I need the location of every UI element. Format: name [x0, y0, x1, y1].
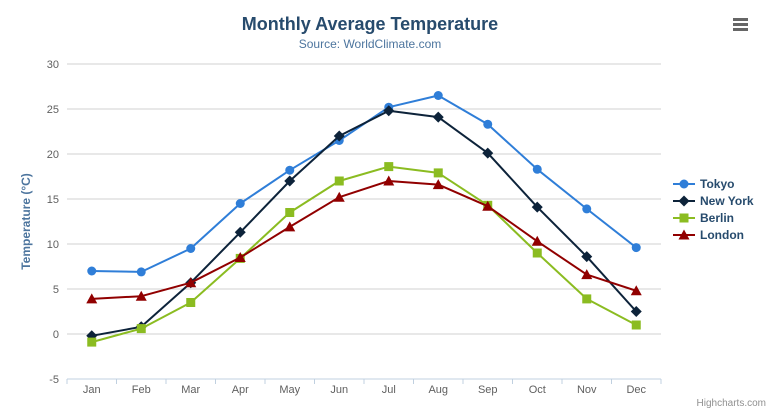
- data-point-triangle[interactable]: [531, 235, 543, 246]
- data-point-circle[interactable]: [87, 266, 97, 276]
- legend-marker-symbol: [678, 229, 690, 239]
- data-point-diamond[interactable]: [482, 147, 494, 159]
- series-tokyo: [87, 91, 641, 277]
- series-line: [90, 94, 638, 273]
- data-point-triangle[interactable]: [135, 290, 147, 301]
- export-menu-button[interactable]: [733, 18, 748, 31]
- data-point-triangle[interactable]: [432, 179, 444, 190]
- circle-legend-icon: [673, 179, 695, 188]
- data-point-diamond[interactable]: [234, 226, 246, 238]
- legend-label: London: [700, 227, 744, 242]
- data-point-triangle[interactable]: [234, 252, 246, 262]
- data-point-diamond[interactable]: [284, 175, 296, 187]
- data-point-triangle[interactable]: [86, 293, 98, 304]
- x-axis-label: Jan: [83, 384, 101, 396]
- x-axis-label: May: [279, 384, 300, 396]
- legend-label: New York: [700, 193, 754, 208]
- data-point-triangle[interactable]: [630, 285, 642, 296]
- x-axis-label: Nov: [577, 384, 597, 396]
- legend-item-tokyo[interactable]: Tokyo: [673, 175, 754, 192]
- y-axis-label: 30: [47, 59, 59, 71]
- series-new-york: [86, 105, 642, 342]
- y-axis-label: 20: [47, 149, 59, 161]
- y-axis-title: Temperature (°C): [19, 173, 33, 270]
- diamond-legend-icon: [673, 195, 695, 206]
- legend-item-new-york[interactable]: New York: [673, 192, 754, 209]
- data-point-circle[interactable]: [532, 164, 542, 174]
- x-axis-label: Aug: [428, 384, 448, 396]
- hamburger-icon: [733, 23, 748, 26]
- data-point-circle[interactable]: [186, 244, 196, 253]
- x-axis-label: Apr: [232, 384, 249, 396]
- series-line: [90, 165, 638, 344]
- data-point-square[interactable]: [186, 298, 196, 307]
- data-point-diamond[interactable]: [383, 105, 395, 117]
- data-point-square[interactable]: [285, 208, 295, 217]
- data-point-circle[interactable]: [285, 165, 295, 175]
- data-point-diamond[interactable]: [630, 306, 642, 317]
- data-point-triangle[interactable]: [333, 191, 345, 202]
- legend-marker-symbol: [678, 195, 690, 206]
- data-point-diamond[interactable]: [333, 130, 345, 142]
- series-line: [90, 180, 638, 300]
- highcharts-credit-link[interactable]: Highcharts.com: [696, 398, 766, 409]
- x-axis-label: Sep: [478, 384, 498, 396]
- y-axis-label: 15: [47, 194, 59, 206]
- hamburger-icon: [733, 18, 748, 21]
- hamburger-icon: [733, 28, 748, 31]
- legend: Tokyo New York Berlin London: [673, 175, 754, 243]
- data-point-circle[interactable]: [235, 199, 245, 208]
- data-point-square[interactable]: [384, 162, 394, 172]
- x-axis-label: Oct: [529, 384, 546, 396]
- data-point-triangle[interactable]: [383, 175, 395, 186]
- legend-item-london[interactable]: London: [673, 226, 754, 243]
- x-axis-label: Dec: [626, 384, 646, 396]
- x-axis-label: Feb: [132, 384, 151, 396]
- series-line: [90, 109, 638, 337]
- data-point-circle[interactable]: [483, 119, 493, 129]
- legend-marker-symbol: [679, 179, 689, 188]
- data-point-square[interactable]: [582, 294, 592, 304]
- data-point-diamond[interactable]: [531, 201, 543, 213]
- square-legend-icon: [673, 213, 695, 222]
- data-point-circle[interactable]: [582, 204, 592, 214]
- data-point-circle[interactable]: [433, 91, 443, 100]
- data-point-square[interactable]: [334, 176, 344, 186]
- legend-item-berlin[interactable]: Berlin: [673, 209, 754, 226]
- y-axis-label: -5: [49, 374, 59, 386]
- series-london: [86, 175, 642, 304]
- data-point-diamond[interactable]: [432, 111, 444, 123]
- y-axis-label: 10: [47, 239, 59, 251]
- data-point-square[interactable]: [433, 168, 443, 178]
- data-point-square[interactable]: [136, 324, 146, 334]
- data-point-square[interactable]: [631, 320, 641, 330]
- x-axis-label: Jul: [382, 384, 396, 396]
- y-axis-label: 0: [53, 329, 59, 341]
- legend-marker-symbol: [679, 213, 689, 222]
- data-point-triangle[interactable]: [581, 269, 593, 280]
- y-axis-label: 5: [53, 284, 59, 296]
- x-axis-label: Jun: [330, 384, 348, 396]
- data-point-triangle[interactable]: [482, 200, 494, 211]
- data-point-circle[interactable]: [136, 267, 146, 277]
- chart-title: Monthly Average Temperature: [241, 14, 499, 34]
- data-point-square[interactable]: [532, 248, 542, 258]
- y-axis-label: 25: [47, 104, 59, 116]
- data-point-triangle[interactable]: [284, 221, 296, 232]
- data-point-triangle[interactable]: [185, 277, 197, 288]
- legend-label: Berlin: [700, 210, 735, 225]
- legend-label: Tokyo: [700, 176, 735, 191]
- data-point-circle[interactable]: [631, 243, 641, 253]
- chart-subtitle: Source: WorldClimate.com: [298, 37, 442, 51]
- data-point-square[interactable]: [87, 337, 97, 347]
- x-axis-label: Mar: [181, 384, 200, 396]
- data-point-diamond[interactable]: [581, 251, 593, 263]
- triangle-legend-icon: [673, 229, 695, 239]
